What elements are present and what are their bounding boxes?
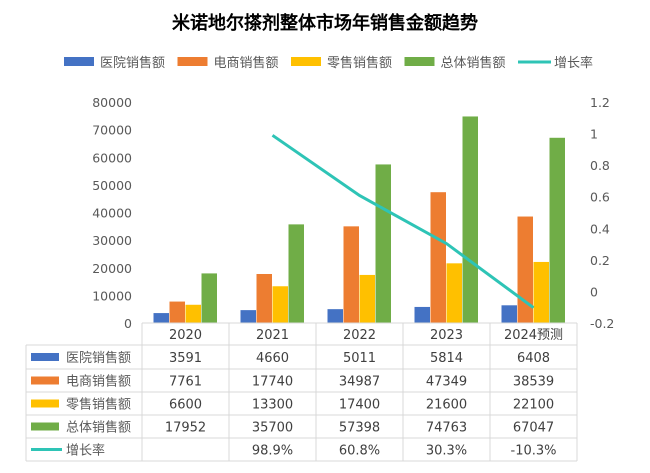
y-right-tick: 0.2 — [590, 253, 610, 268]
table-cell-4-1: 98.9% — [252, 444, 293, 459]
table-cell-2-1: 13300 — [252, 398, 293, 413]
table-cell-0-4: 6408 — [517, 351, 550, 366]
y-right-tick: 0.8 — [590, 158, 610, 173]
table-cell-1-1: 17740 — [252, 375, 293, 390]
table-cell-1-4: 38539 — [513, 375, 554, 390]
table-cell-3-2: 57398 — [339, 421, 380, 436]
table-row-label-1: 电商销售额 — [66, 374, 131, 390]
table-cell-1-3: 47349 — [426, 375, 467, 390]
y-right-tick: 0.6 — [590, 190, 610, 205]
table-cell-2-3: 21600 — [426, 398, 467, 413]
bar-2-3 — [447, 263, 463, 323]
y-left-tick: 60000 — [92, 150, 132, 165]
y-right-tick: 0.4 — [590, 221, 610, 236]
table-cell-3-0: 17952 — [165, 421, 206, 436]
table-cell-1-0: 7761 — [169, 375, 202, 390]
table-legend-key-0 — [31, 353, 59, 361]
table-header-3: 2023 — [430, 328, 463, 343]
chart-title: 米诺地尔搽剂整体市场年销售金额趋势 — [172, 12, 478, 34]
bar-2-4 — [534, 262, 550, 323]
legend-label-4: 增长率 — [554, 55, 593, 71]
table-row-label-4: 增长率 — [66, 443, 105, 459]
table-header-1: 2021 — [256, 328, 289, 343]
bar-0-3 — [415, 307, 431, 323]
table-header-0: 2020 — [169, 328, 202, 343]
bar-3-2 — [376, 164, 392, 323]
table-legend-key-1 — [31, 377, 59, 385]
table-cell-0-1: 4660 — [256, 351, 289, 366]
y-left-tick: 20000 — [92, 261, 132, 276]
legend-swatch-1 — [178, 57, 208, 66]
bar-2-1 — [273, 286, 289, 323]
bar-0-2 — [328, 309, 344, 323]
y-left-tick: 0 — [124, 316, 132, 331]
y-left-tick: 30000 — [92, 233, 132, 248]
table-cell-2-4: 22100 — [513, 398, 554, 413]
table-cell-4-4: -10.3% — [511, 444, 557, 459]
legend-swatch-3 — [405, 57, 435, 66]
y-right-tick: 1 — [590, 127, 598, 142]
bar-2-0 — [186, 305, 202, 323]
growth-line — [273, 135, 534, 307]
table-row-label-3: 总体销售额 — [66, 420, 131, 436]
table-cell-2-2: 17400 — [339, 398, 380, 413]
bar-1-0 — [170, 302, 186, 323]
table-cell-0-3: 5814 — [430, 351, 463, 366]
table-header-2: 2022 — [343, 328, 376, 343]
bar-2-2 — [360, 275, 376, 323]
table-legend-key-2 — [31, 400, 59, 408]
y-left-tick: 50000 — [92, 178, 132, 193]
bar-0-1 — [241, 310, 257, 323]
table-cell-3-1: 35700 — [252, 421, 293, 436]
bar-1-3 — [431, 192, 447, 323]
y-right-tick: -0.2 — [590, 316, 614, 331]
bar-0-0 — [154, 313, 170, 323]
y-left-tick: 80000 — [92, 95, 132, 110]
table-cell-3-3: 74763 — [426, 421, 467, 436]
legend-swatch-0 — [64, 57, 94, 66]
table-header-4: 2024预测 — [504, 328, 563, 343]
y-right-tick: 0 — [590, 284, 598, 299]
bar-3-3 — [463, 116, 479, 323]
table-cell-3-4: 67047 — [513, 421, 554, 436]
legend-label-2: 零售销售额 — [327, 55, 392, 71]
bar-3-0 — [202, 273, 218, 323]
table-legend-key-3 — [31, 423, 59, 431]
legend-label-0: 医院销售额 — [100, 55, 165, 71]
table-cell-4-3: 30.3% — [426, 444, 467, 459]
y-left-tick: 70000 — [92, 123, 132, 138]
legend-label-3: 总体销售额 — [441, 55, 506, 71]
legend-swatch-2 — [291, 57, 321, 66]
table-cell-1-2: 34987 — [339, 375, 380, 390]
table-row-label-0: 医院销售额 — [66, 350, 131, 366]
table-cell-4-2: 60.8% — [339, 444, 380, 459]
y-left-tick: 10000 — [92, 288, 132, 303]
table-cell-2-0: 6600 — [169, 398, 202, 413]
bar-3-4 — [550, 138, 566, 323]
table-cell-0-2: 5011 — [343, 351, 376, 366]
table-cell-0-0: 3591 — [169, 351, 202, 366]
table-row-label-2: 零售销售额 — [66, 397, 131, 413]
y-left-tick: 40000 — [92, 206, 132, 221]
bar-1-1 — [257, 274, 273, 323]
bar-3-1 — [289, 224, 305, 323]
bar-0-4 — [502, 305, 518, 323]
bar-1-2 — [344, 226, 360, 323]
legend-label-1: 电商销售额 — [214, 55, 279, 71]
y-right-tick: 1.2 — [590, 95, 610, 110]
